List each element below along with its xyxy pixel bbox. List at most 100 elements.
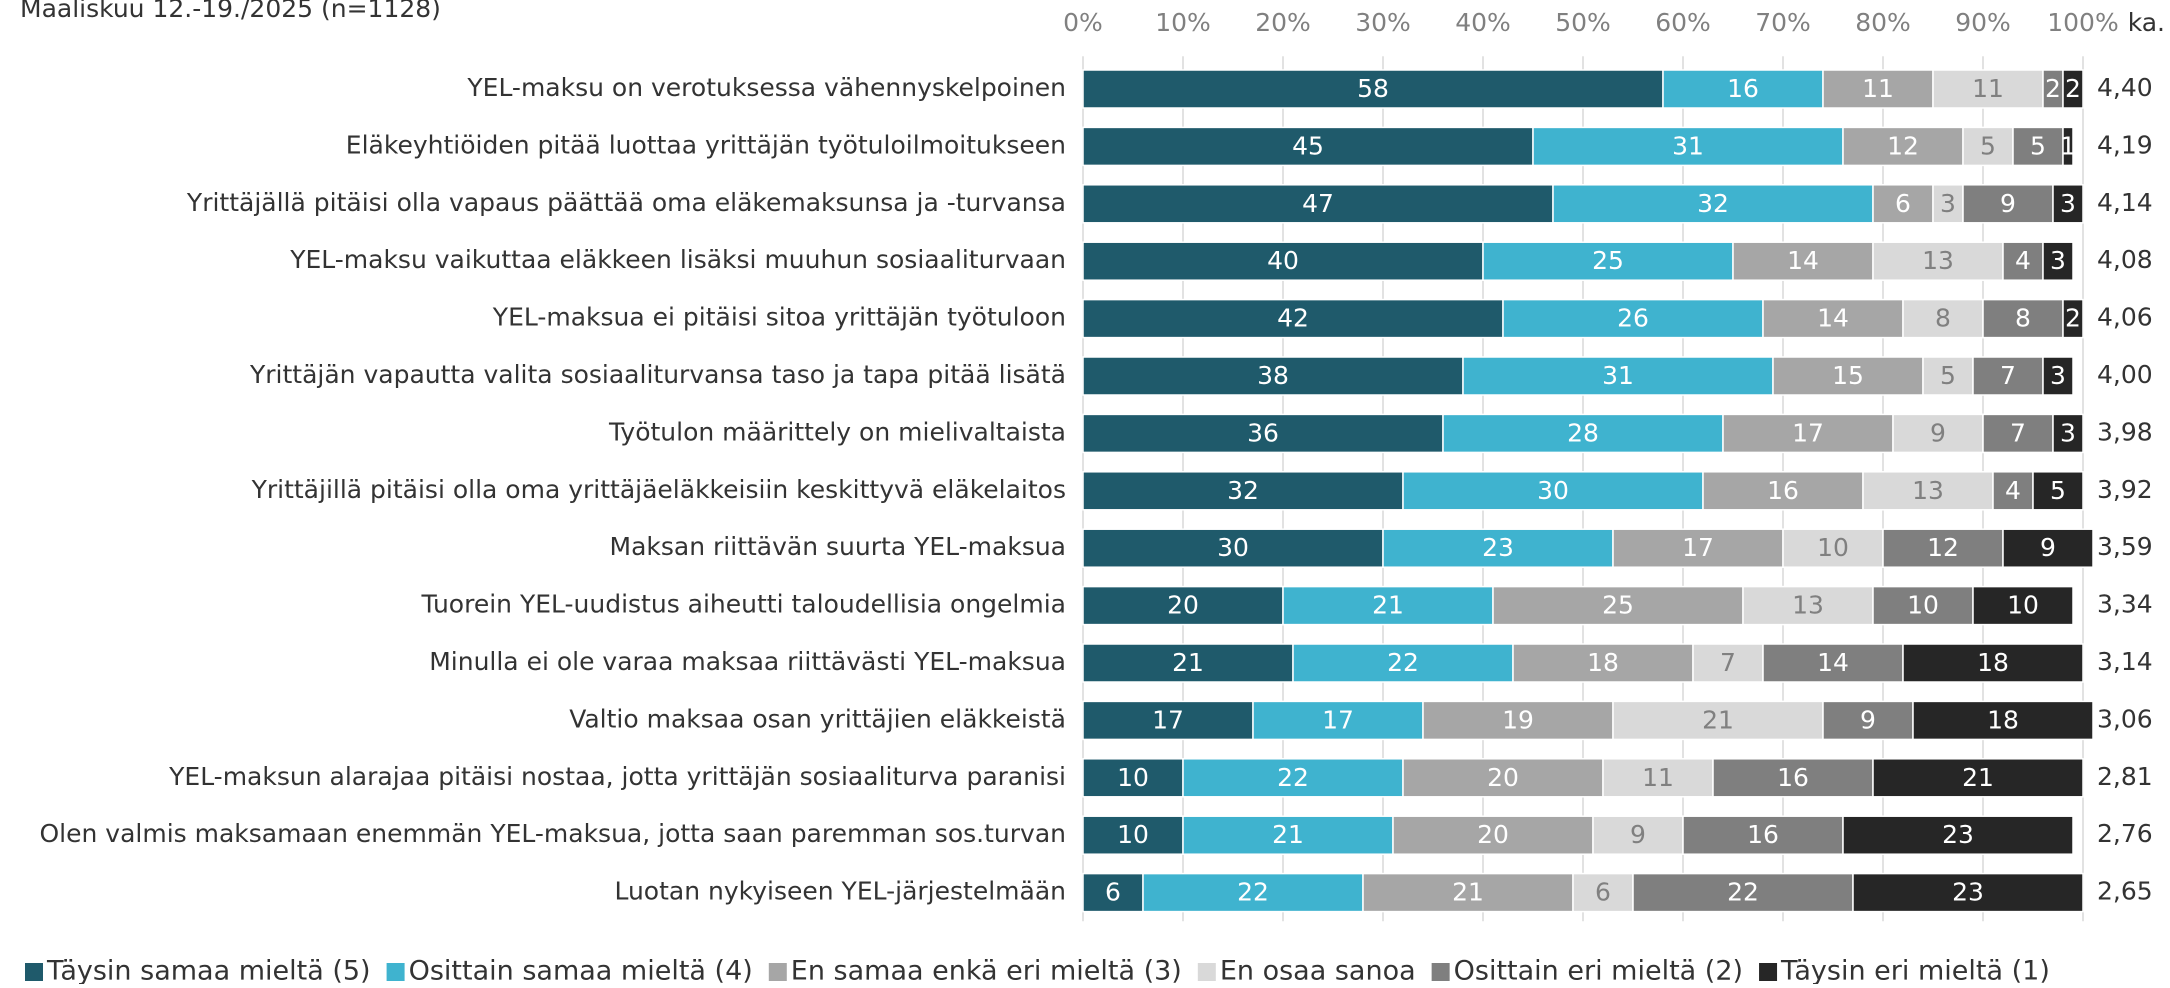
legend-swatch (386, 963, 405, 981)
bar-segment (1252, 700, 1424, 741)
value-label: 3 (2060, 189, 2076, 218)
average-label: 2,65 (2097, 877, 2153, 906)
category-label: YEL-maksun alarajaa pitäisi nostaa, jott… (168, 762, 1066, 791)
value-label: 2 (2045, 74, 2061, 103)
bar-segment (1712, 758, 1874, 798)
bar-segment (2002, 528, 2094, 568)
value-label: 31 (1602, 361, 1634, 390)
value-label: 3 (2050, 361, 2066, 390)
bar-segment (1872, 184, 1934, 224)
value-label: 12 (1887, 131, 1919, 160)
value-label: 25 (1602, 591, 1634, 620)
bar-segment (1082, 872, 1144, 913)
average-label: 4,08 (2097, 245, 2153, 274)
bar-segment (1382, 528, 1614, 568)
value-label: 16 (1767, 476, 1799, 505)
x-tick-label: 60% (1655, 8, 1711, 37)
bar-segment (1282, 585, 1494, 626)
value-label: 10 (1117, 820, 1149, 849)
bar-segment (1962, 184, 2054, 224)
value-label: 36 (1247, 418, 1279, 447)
value-label: 10 (1817, 533, 1849, 562)
value-label: 26 (1617, 304, 1649, 333)
value-label: 17 (1792, 418, 1824, 447)
value-label: 31 (1672, 131, 1704, 160)
value-label: 21 (1272, 820, 1304, 849)
bar-segment (1402, 471, 1704, 511)
value-label: 11 (1642, 763, 1674, 792)
average-label: 4,06 (2097, 303, 2153, 332)
average-label: 4,19 (2097, 130, 2153, 159)
bar-segment (1822, 700, 1914, 741)
bar-segment (1502, 298, 1764, 339)
category-label: YEL-maksua ei pitäisi sitoa yrittäjän ty… (492, 303, 1066, 332)
average-label: 4,14 (2097, 188, 2153, 217)
category-label: YEL-maksu on verotuksessa vähennyskelpoi… (466, 73, 1066, 102)
bar-segment (2052, 184, 2084, 224)
value-label: 10 (1117, 763, 1149, 792)
value-label: 7 (1720, 648, 1736, 677)
average-label: 3,92 (2097, 475, 2153, 504)
value-label: 9 (1630, 820, 1646, 849)
x-tick-label: 10% (1155, 8, 1211, 37)
value-label: 9 (2040, 533, 2056, 562)
value-label: 22 (1727, 878, 1759, 907)
category-label: Yrittäjän vapautta valita sosiaaliturvan… (249, 360, 1066, 389)
value-label: 4 (2015, 246, 2031, 275)
value-label: 5 (2050, 476, 2066, 505)
average-title: ka. (2128, 8, 2165, 37)
value-label: 20 (1487, 763, 1519, 792)
bar-segment (1082, 69, 1664, 109)
subtitle: Maaliskuu 12.-19./2025 (n=1128) (20, 0, 441, 23)
value-label: 16 (1777, 763, 1809, 792)
value-label: 7 (2000, 361, 2016, 390)
bar-segment (1182, 758, 1404, 798)
category-label: Yrittäjällä pitäisi olla vapaus päättää … (186, 188, 1066, 217)
bar-segment (1552, 184, 1874, 224)
legend-swatch (1431, 963, 1450, 981)
x-tick-label: 0% (1063, 8, 1103, 37)
legend-label: Osittain eri mieltä (2) (1454, 956, 1743, 985)
value-label: 4 (2005, 476, 2021, 505)
value-label: 25 (1592, 246, 1624, 275)
value-label: 2 (2065, 74, 2081, 103)
legend-swatch (768, 963, 787, 981)
value-label: 14 (1787, 246, 1819, 275)
value-label: 22 (1237, 878, 1269, 907)
value-label: 6 (1895, 189, 1911, 218)
average-label: 3,14 (2097, 647, 2153, 676)
value-label: 5 (1940, 361, 1956, 390)
value-label: 22 (1277, 763, 1309, 792)
value-label: 6 (1595, 878, 1611, 907)
value-label: 16 (1727, 74, 1759, 103)
value-label: 20 (1477, 820, 1509, 849)
legend-label: En osaa sanoa (1220, 956, 1416, 985)
bar-segment (1182, 815, 1394, 855)
value-label: 13 (1792, 591, 1824, 620)
value-label: 47 (1302, 189, 1334, 218)
bar-segment (2052, 413, 2084, 454)
value-label: 16 (1747, 820, 1779, 849)
value-label: 30 (1537, 476, 1569, 505)
bar-segment (1082, 413, 1444, 454)
bar-segment (2062, 298, 2084, 339)
value-label: 32 (1227, 476, 1259, 505)
average-label: 3,59 (2097, 532, 2153, 561)
bar-segment (1722, 413, 1894, 454)
bar-segment (1402, 758, 1604, 798)
value-label: 3 (2060, 418, 2076, 447)
bar-segment (1442, 413, 1724, 454)
bar-segment (1082, 585, 1284, 626)
value-label: 9 (2000, 189, 2016, 218)
bar-segment (1602, 758, 1714, 798)
bar-segment (1882, 528, 2004, 568)
bar-segment (2062, 69, 2084, 109)
bar-segment (1982, 413, 2054, 454)
bar-segment (1142, 872, 1364, 913)
bar-segment (1902, 298, 1984, 339)
category-label: Minulla ei ole varaa maksaa riittävästi … (429, 647, 1066, 676)
value-label: 20 (1167, 591, 1199, 620)
value-label: 21 (1172, 648, 1204, 677)
value-label: 12 (1927, 533, 1959, 562)
bar-segment (1932, 69, 2044, 109)
